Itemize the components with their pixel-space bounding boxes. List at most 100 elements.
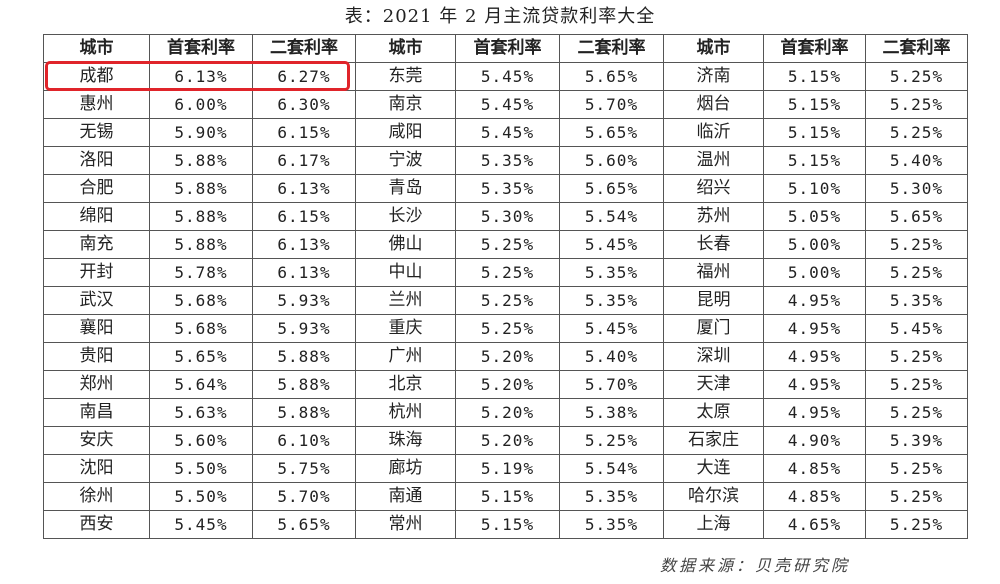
first-rate-cell: 5.15% bbox=[455, 482, 560, 511]
first-rate-cell: 4.85% bbox=[763, 454, 866, 483]
first-rate-cell: 5.25% bbox=[455, 258, 560, 287]
second-rate-cell: 5.65% bbox=[865, 202, 968, 231]
first-rate-cell: 5.15% bbox=[455, 510, 560, 539]
second-rate-cell: 5.25% bbox=[559, 426, 664, 455]
first-rate-cell: 5.20% bbox=[455, 342, 560, 371]
table-row: 郑州 5.64% 5.88% 北京 5.20% 5.70% 天津 4.95% 5.25% bbox=[43, 370, 968, 399]
second-rate-cell: 5.35% bbox=[559, 482, 664, 511]
first-rate-cell: 5.25% bbox=[455, 314, 560, 343]
table-row: 贵阳 5.65% 5.88% 广州 5.20% 5.40% 深圳 4.95% 5.25% bbox=[43, 342, 968, 371]
table-title: 表：2021 年 2 月主流贷款利率大全 bbox=[344, 6, 656, 27]
second-rate-cell: 5.93% bbox=[252, 314, 356, 343]
table-row: 南昌 5.63% 5.88% 杭州 5.20% 5.38% 太原 4.95% 5.25% bbox=[43, 398, 968, 427]
first-rate-cell: 5.25% bbox=[455, 286, 560, 315]
first-rate-cell: 5.15% bbox=[763, 90, 866, 119]
city-cell: 济南 bbox=[663, 62, 764, 91]
city-cell: 珠海 bbox=[355, 426, 456, 455]
highlight-box bbox=[45, 61, 350, 91]
second-rate-cell: 5.25% bbox=[865, 454, 968, 483]
header-first-rate: 首套利率 bbox=[763, 34, 866, 63]
city-cell: 南充 bbox=[43, 230, 150, 259]
second-rate-cell: 5.65% bbox=[252, 510, 356, 539]
city-cell: 兰州 bbox=[355, 286, 456, 315]
first-rate-cell: 5.15% bbox=[763, 118, 866, 147]
loan-rate-table: 城市 首套利率 二套利率 城市 首套利率 二套利率 城市 首套利率 二套利率 成… bbox=[43, 34, 968, 539]
city-cell: 福州 bbox=[663, 258, 764, 287]
city-cell: 大连 bbox=[663, 454, 764, 483]
second-rate-cell: 5.25% bbox=[865, 258, 968, 287]
first-rate-cell: 5.20% bbox=[455, 370, 560, 399]
second-rate-cell: 5.65% bbox=[559, 174, 664, 203]
city-cell: 郑州 bbox=[43, 370, 150, 399]
second-rate-cell: 5.35% bbox=[559, 258, 664, 287]
city-cell: 开封 bbox=[43, 258, 150, 287]
first-rate-cell: 5.15% bbox=[763, 62, 866, 91]
city-cell: 廊坊 bbox=[355, 454, 456, 483]
city-cell: 杭州 bbox=[355, 398, 456, 427]
table-row: 成都 6.13% 6.27% 东莞 5.45% 5.65% 济南 5.15% 5.25% bbox=[43, 62, 968, 91]
second-rate-cell: 5.35% bbox=[865, 286, 968, 315]
second-rate-cell: 5.40% bbox=[559, 342, 664, 371]
table-row: 沈阳 5.50% 5.75% 廊坊 5.19% 5.54% 大连 4.85% 5.25% bbox=[43, 454, 968, 483]
city-cell: 佛山 bbox=[355, 230, 456, 259]
city-cell: 徐州 bbox=[43, 482, 150, 511]
second-rate-cell: 6.13% bbox=[252, 230, 356, 259]
city-cell: 深圳 bbox=[663, 342, 764, 371]
table-body: 成都 6.13% 6.27% 东莞 5.45% 5.65% 济南 5.15% 5.25% 惠州 6.… bbox=[43, 62, 968, 539]
first-rate-cell: 5.88% bbox=[149, 202, 253, 231]
first-rate-cell: 5.45% bbox=[455, 90, 560, 119]
table-row: 开封 5.78% 6.13% 中山 5.25% 5.35% 福州 5.00% 5.25% bbox=[43, 258, 968, 287]
first-rate-cell: 5.88% bbox=[149, 146, 253, 175]
second-rate-cell: 5.54% bbox=[559, 454, 664, 483]
first-rate-cell: 5.88% bbox=[149, 174, 253, 203]
first-rate-cell: 5.20% bbox=[455, 398, 560, 427]
city-cell: 惠州 bbox=[43, 90, 150, 119]
table-row: 南充 5.88% 6.13% 佛山 5.25% 5.45% 长春 5.00% 5.25% bbox=[43, 230, 968, 259]
first-rate-cell: 5.00% bbox=[763, 230, 866, 259]
first-rate-cell: 5.00% bbox=[763, 258, 866, 287]
city-cell: 天津 bbox=[663, 370, 764, 399]
header-second-rate: 二套利率 bbox=[559, 34, 664, 63]
second-rate-cell: 5.25% bbox=[865, 90, 968, 119]
city-cell: 临沂 bbox=[663, 118, 764, 147]
city-cell: 绵阳 bbox=[43, 202, 150, 231]
city-cell: 常州 bbox=[355, 510, 456, 539]
city-cell: 襄阳 bbox=[43, 314, 150, 343]
header-city: 城市 bbox=[355, 34, 456, 63]
second-rate-cell: 5.88% bbox=[252, 342, 356, 371]
city-cell: 东莞 bbox=[355, 62, 456, 91]
second-rate-cell: 5.25% bbox=[865, 62, 968, 91]
table-row: 无锡 5.90% 6.15% 咸阳 5.45% 5.65% 临沂 5.15% 5.25% bbox=[43, 118, 968, 147]
city-cell: 青岛 bbox=[355, 174, 456, 203]
city-cell: 宁波 bbox=[355, 146, 456, 175]
second-rate-cell: 5.25% bbox=[865, 342, 968, 371]
city-cell: 南通 bbox=[355, 482, 456, 511]
first-rate-cell: 5.65% bbox=[149, 342, 253, 371]
city-cell: 广州 bbox=[355, 342, 456, 371]
first-rate-cell: 5.25% bbox=[455, 230, 560, 259]
city-cell: 咸阳 bbox=[355, 118, 456, 147]
first-rate-cell: 5.90% bbox=[149, 118, 253, 147]
second-rate-cell: 5.45% bbox=[559, 314, 664, 343]
first-rate-cell: 4.95% bbox=[763, 398, 866, 427]
first-rate-cell: 5.64% bbox=[149, 370, 253, 399]
city-cell: 合肥 bbox=[43, 174, 150, 203]
second-rate-cell: 5.88% bbox=[252, 398, 356, 427]
second-rate-cell: 6.15% bbox=[252, 118, 356, 147]
second-rate-cell: 5.45% bbox=[559, 230, 664, 259]
first-rate-cell: 5.15% bbox=[763, 146, 866, 175]
second-rate-cell: 6.30% bbox=[252, 90, 356, 119]
first-rate-cell: 4.90% bbox=[763, 426, 866, 455]
city-cell: 哈尔滨 bbox=[663, 482, 764, 511]
city-cell: 长沙 bbox=[355, 202, 456, 231]
table-row: 安庆 5.60% 6.10% 珠海 5.20% 5.25% 石家庄 4.90% 5.39% bbox=[43, 426, 968, 455]
header-row: 城市 首套利率 二套利率 城市 首套利率 二套利率 城市 首套利率 二套利率 bbox=[43, 34, 968, 63]
second-rate-cell: 6.15% bbox=[252, 202, 356, 231]
first-rate-cell: 5.45% bbox=[455, 118, 560, 147]
first-rate-cell: 5.05% bbox=[763, 202, 866, 231]
city-cell: 厦门 bbox=[663, 314, 764, 343]
first-rate-cell: 5.10% bbox=[763, 174, 866, 203]
city-cell: 南京 bbox=[355, 90, 456, 119]
second-rate-cell: 5.70% bbox=[559, 90, 664, 119]
first-rate-cell: 5.35% bbox=[455, 146, 560, 175]
